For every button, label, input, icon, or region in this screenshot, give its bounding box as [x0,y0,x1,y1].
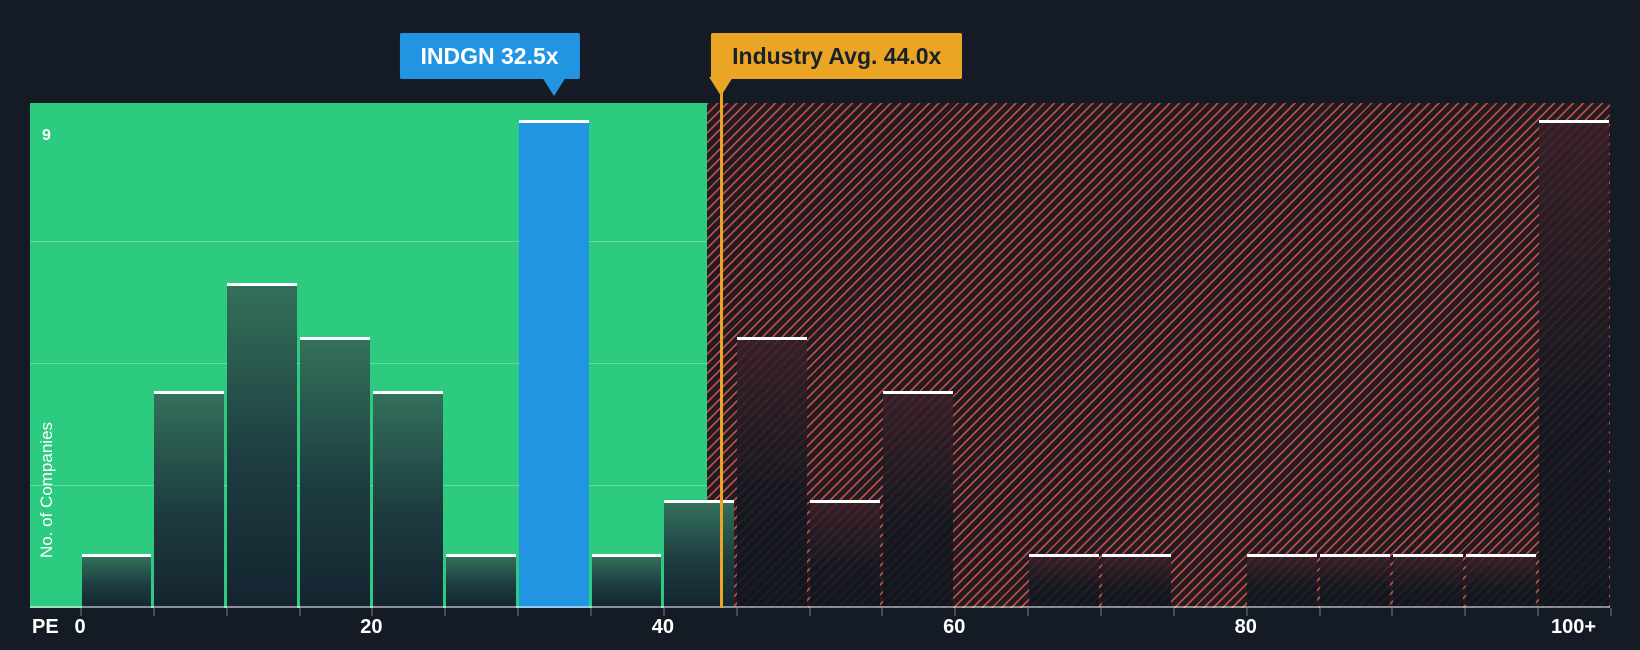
y-axis-title: No. of Companies [37,421,57,559]
histogram-bin-30-35 [517,103,590,608]
histogram-bin-75-80 [1173,103,1246,608]
histogram-bar-50-55[interactable] [810,499,880,608]
histogram-bin-35-40 [590,103,663,608]
gridline [30,241,707,243]
histogram-bin-20-25 [371,103,444,608]
histogram-bar-25-30[interactable] [445,553,516,608]
x-tick [954,608,957,616]
histogram-bin-70-75 [1100,103,1173,608]
x-tick [517,608,520,616]
x-tick [881,608,884,616]
histogram-bar-95-100[interactable] [1465,553,1536,608]
histogram-bar-5-10[interactable] [154,391,225,608]
industry-callout: Industry Avg. 44.0x [711,33,963,79]
histogram-bar-80-85[interactable] [1247,553,1318,608]
x-tick [298,608,301,616]
histogram-bar-45-50[interactable] [737,336,808,608]
x-tick [1610,608,1612,616]
x-axis-line [30,606,1610,608]
x-tick [1245,608,1248,616]
histogram-bin-45-50 [736,103,809,608]
x-tick-label-40: 40 [651,616,674,638]
histogram-bin-90-95 [1391,103,1464,608]
histogram-bar-30-35[interactable] [518,120,589,608]
company-callout-label: INDGN 32.5x [420,43,559,69]
x-tick [371,608,374,616]
histogram-bin-100+ [1537,103,1610,608]
x-tick [662,608,665,616]
histogram-bar-85-90[interactable] [1320,553,1390,608]
histogram-bar-15-20[interactable] [300,336,370,608]
x-tick-label-100+: 100+ [1551,616,1597,638]
histogram-bin-85-90 [1319,103,1392,608]
histogram-bar-35-40[interactable] [591,553,662,608]
x-tick-label-0: 0 [74,616,86,638]
histogram-bin-60-65 [954,103,1027,608]
histogram-bar-0-5[interactable] [81,553,152,608]
histogram-bin-55-60 [881,103,954,608]
histogram-bar-20-25[interactable] [372,391,443,608]
histogram-bin-5-10 [153,103,226,608]
x-tick [735,608,738,616]
x-axis-unit-label: PE [32,616,59,638]
histogram-bin-95-100 [1464,103,1537,608]
bars-container [80,103,1610,608]
histogram-bar-10-15[interactable] [227,282,298,608]
x-tick [1537,608,1540,616]
histogram-bar-90-95[interactable] [1392,553,1463,608]
histogram-bin-10-15 [226,103,299,608]
histogram-bar-55-60[interactable] [882,391,953,608]
histogram-bar-40-45[interactable] [664,499,735,608]
x-tick [590,608,592,616]
histogram-bin-40-45 [663,103,736,608]
histogram-bin-15-20 [299,103,372,608]
x-tick [1318,608,1321,616]
x-tick [444,608,447,616]
x-tick [808,608,811,616]
industry-callout-label: Industry Avg. 44.0x [732,43,942,69]
industry-average-line [719,88,723,608]
histogram-bin-80-85 [1246,103,1319,608]
histogram-bin-50-55 [809,103,882,608]
x-tick [225,608,228,616]
x-tick-label-60: 60 [943,616,966,638]
x-tick [1100,608,1102,616]
x-tick [1391,608,1394,616]
y-max-label: 9 [42,127,51,144]
industry-callout-pointer-icon [709,77,734,96]
x-tick-label-80: 80 [1234,616,1257,638]
company-callout: INDGN 32.5x [399,33,580,79]
red-hatched-zone [706,103,1610,608]
histogram-bin-0-5 [80,103,153,608]
x-tick [1172,608,1175,616]
x-tick [152,608,155,616]
histogram-bin-25-30 [444,103,517,608]
x-tick [1027,608,1030,616]
histogram-bar-100+[interactable] [1538,120,1609,608]
histogram-bin-65-70 [1027,103,1100,608]
histogram-bar-70-75[interactable] [1101,553,1172,608]
company-callout-pointer-icon [541,77,566,96]
x-tick [1464,608,1467,616]
plot-area: 9 [30,103,1610,608]
histogram-bar-65-70[interactable] [1028,553,1099,608]
x-tick [80,608,82,616]
x-tick-label-20: 20 [360,616,383,638]
y-axis-title-wrap: No. of Companies [26,385,68,595]
